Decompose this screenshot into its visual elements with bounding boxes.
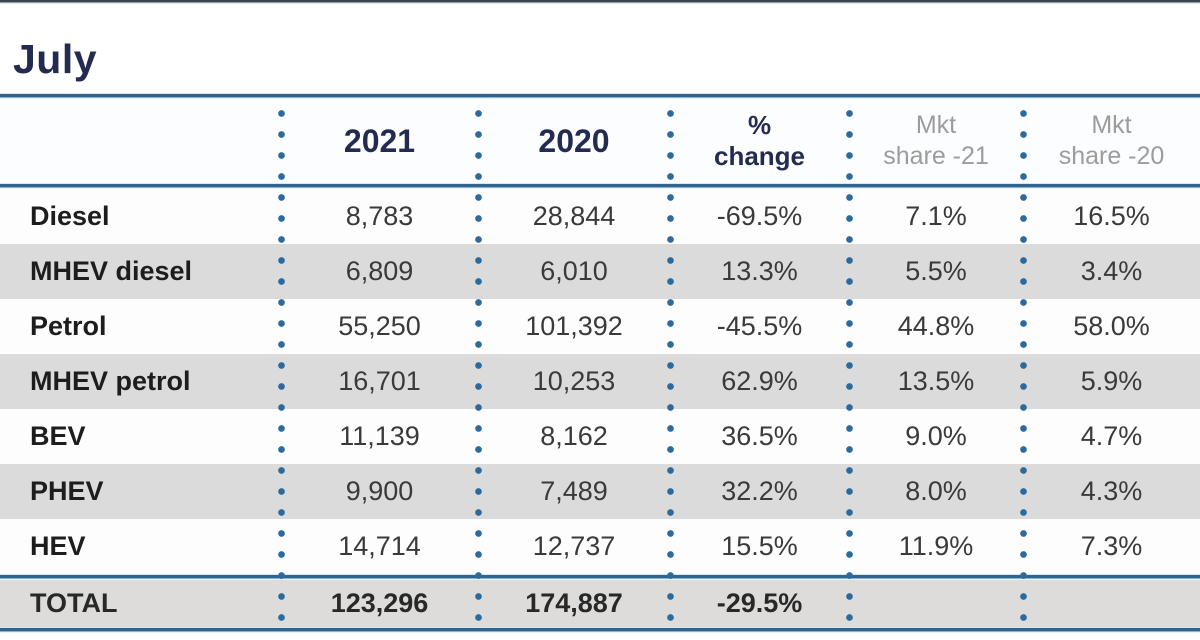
cell-mkt20: 5.9% xyxy=(1080,366,1143,396)
row-label: HEV xyxy=(30,531,86,561)
cell-mkt21: 13.5% xyxy=(897,366,975,396)
row-label: Petrol xyxy=(30,311,107,341)
cell-change: 32.2% xyxy=(721,476,798,506)
top-edge-divider xyxy=(0,0,1200,4)
cell-mkt21: 9.0% xyxy=(905,421,967,451)
table-row-mhev-petrol: MHEV petrol 16,701 10,253 62.9% 13.5% 5.… xyxy=(0,354,1200,409)
row-label: BEV xyxy=(30,421,86,451)
cell-change: 36.5% xyxy=(721,421,798,451)
cell-mkt20: 16.5% xyxy=(1073,201,1150,231)
cell-2020: 28,844 xyxy=(532,201,616,231)
cell-2020: 8,162 xyxy=(540,421,608,451)
cell-change: -69.5% xyxy=(716,201,803,231)
cell-2021: 55,250 xyxy=(338,311,421,341)
cell-2021: 11,139 xyxy=(339,421,420,451)
table-rule-bottom xyxy=(0,627,1200,633)
cell-2021: 9,900 xyxy=(345,476,414,506)
cell-2020: 101,392 xyxy=(525,311,623,341)
cell-2021: 14,714 xyxy=(338,531,421,561)
cell-2021: 123,296 xyxy=(330,588,429,618)
cell-mkt21: 8.0% xyxy=(905,476,967,506)
cell-mkt20: 3.4% xyxy=(1080,256,1143,286)
cell-2021: 8,783 xyxy=(345,201,414,231)
row-label: MHEV diesel xyxy=(30,256,193,286)
row-label: PHEV xyxy=(30,476,104,506)
cell-mkt20: 7.3% xyxy=(1080,531,1143,561)
row-label: Diesel xyxy=(30,201,110,231)
cell-mkt20: 58.0% xyxy=(1073,311,1150,341)
table-row-bev: BEV 11,139 8,162 36.5% 9.0% 4.7% xyxy=(0,409,1200,464)
header-mkt-share-21: Mkt share -21 xyxy=(883,110,989,170)
header-mkt-share-20: Mkt share -20 xyxy=(1058,110,1165,170)
header-percent-change: % change xyxy=(713,109,806,171)
page-title: July xyxy=(13,36,98,82)
cell-mkt21: 7.1% xyxy=(905,201,967,231)
table-row-phev: PHEV 9,900 7,489 32.2% 8.0% 4.3% xyxy=(0,464,1200,519)
table-rule-total-top xyxy=(0,574,1200,580)
cell-mkt21: 5.5% xyxy=(905,256,967,286)
table-row-hev: HEV 14,714 12,737 15.5% 11.9% 7.3% xyxy=(0,519,1200,574)
row-label: MHEV petrol xyxy=(30,366,191,396)
header-2020: 2020 xyxy=(538,122,610,159)
table-rule-top xyxy=(0,93,1200,99)
cell-change: 62.9% xyxy=(721,366,798,396)
table-header-row: 2021 2020 % change Mkt share -21 Mkt sha… xyxy=(0,99,1200,183)
cell-2020: 6,010 xyxy=(540,256,608,286)
cell-change: 13.3% xyxy=(721,256,798,286)
cell-mkt20: 4.7% xyxy=(1080,421,1143,451)
row-label: TOTAL xyxy=(30,588,118,618)
cell-2020: 174,887 xyxy=(525,588,623,618)
cell-mkt21: 11.9% xyxy=(898,531,974,561)
registrations-table: 2021 2020 % change Mkt share -21 Mkt sha… xyxy=(0,93,1200,633)
table-rule-header-bottom xyxy=(0,183,1200,189)
table-row-total: TOTAL 123,296 174,887 -29.5% xyxy=(0,580,1200,627)
table-row-petrol: Petrol 55,250 101,392 -45.5% 44.8% 58.0% xyxy=(0,299,1200,354)
cell-2021: 16,701 xyxy=(338,366,421,396)
cell-2020: 12,737 xyxy=(532,531,616,561)
cell-2021: 6,809 xyxy=(345,256,414,286)
cell-change: -29.5% xyxy=(716,588,803,618)
cell-2020: 7,489 xyxy=(540,476,608,506)
cell-mkt20: 4.3% xyxy=(1080,476,1143,506)
cell-change: 15.5% xyxy=(721,531,798,561)
header-2021: 2021 xyxy=(343,122,416,159)
cell-2020: 10,253 xyxy=(532,366,616,396)
table-row-mhev-diesel: MHEV diesel 6,809 6,010 13.3% 5.5% 3.4% xyxy=(0,244,1200,299)
cell-change: -45.5% xyxy=(716,311,803,341)
table-row-diesel: Diesel 8,783 28,844 -69.5% 7.1% 16.5% xyxy=(0,189,1200,244)
cell-mkt21: 44.8% xyxy=(897,311,975,341)
